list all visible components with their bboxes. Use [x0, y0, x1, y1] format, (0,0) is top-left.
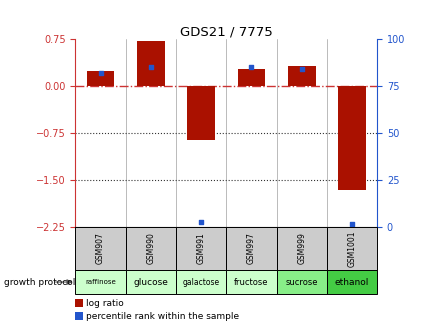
Bar — [175, 227, 226, 270]
Bar — [287, 66, 315, 86]
Text: growth protocol: growth protocol — [4, 278, 76, 286]
Bar — [226, 227, 276, 270]
Bar — [276, 227, 326, 270]
Text: GSM991: GSM991 — [196, 232, 205, 265]
Text: GSM907: GSM907 — [96, 232, 105, 265]
Bar — [226, 270, 276, 294]
Text: GSM990: GSM990 — [146, 232, 155, 265]
Text: galactose: galactose — [182, 278, 219, 286]
Bar — [326, 227, 376, 270]
Title: GDS21 / 7775: GDS21 / 7775 — [179, 25, 272, 38]
Point — [147, 65, 154, 70]
Point — [298, 67, 304, 72]
Text: GSM1001: GSM1001 — [347, 230, 356, 267]
Text: percentile rank within the sample: percentile rank within the sample — [86, 312, 239, 321]
Text: GSM999: GSM999 — [297, 232, 305, 265]
Bar — [175, 270, 226, 294]
Text: raffinose: raffinose — [85, 279, 116, 285]
Bar — [86, 71, 114, 86]
Bar — [187, 86, 215, 140]
Bar — [338, 86, 365, 190]
Point — [348, 221, 355, 226]
Bar — [326, 270, 376, 294]
Bar — [276, 270, 326, 294]
Text: glucose: glucose — [133, 278, 168, 286]
Text: log ratio: log ratio — [86, 299, 124, 308]
Text: fructose: fructose — [233, 278, 268, 286]
Point — [197, 219, 204, 224]
Point — [97, 71, 104, 76]
Point — [247, 65, 254, 70]
Bar — [75, 270, 126, 294]
Text: sucrose: sucrose — [285, 278, 317, 286]
Bar — [237, 69, 264, 86]
Text: GSM997: GSM997 — [246, 232, 255, 265]
Bar — [137, 41, 164, 86]
Bar — [126, 227, 175, 270]
Text: ethanol: ethanol — [334, 278, 369, 286]
Bar — [75, 227, 126, 270]
Bar — [126, 270, 175, 294]
